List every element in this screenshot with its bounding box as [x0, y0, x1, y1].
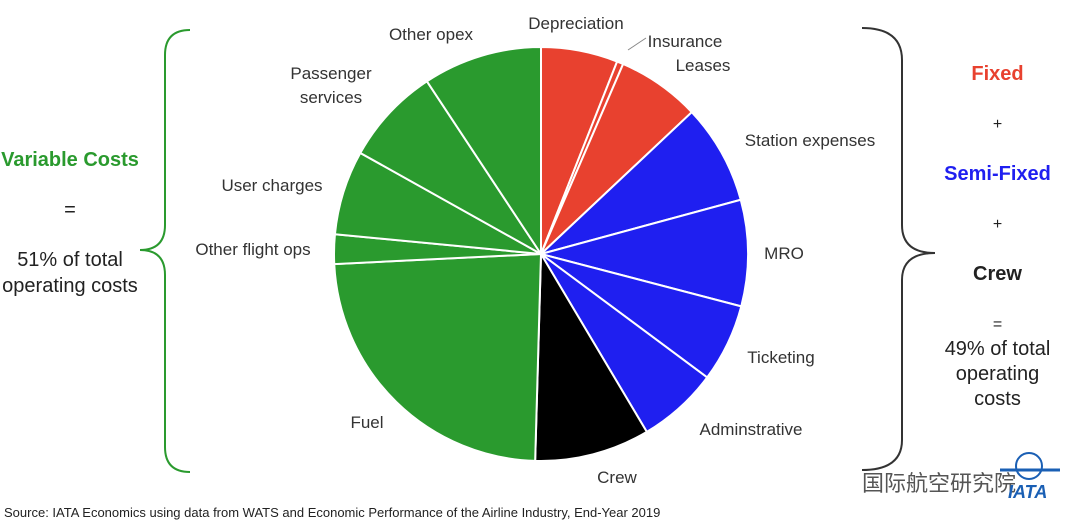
semi-fixed: Semi-Fixed — [944, 163, 1051, 185]
share-text: 49% of total operating costs — [944, 338, 1051, 410]
slice-label: Ticketing — [747, 348, 815, 367]
left-note: Variable Costs = 51% of total operating … — [0, 147, 140, 299]
slice-label: Adminstrative — [699, 420, 803, 439]
plus: + — [992, 116, 1003, 133]
slice-label: Insurance — [647, 32, 723, 51]
right-brace — [861, 27, 936, 471]
source: Source: IATA Economics using data from W… — [4, 505, 661, 520]
slice-label: Other opex — [388, 25, 474, 44]
logo-globe — [1000, 452, 1060, 480]
pie-slice — [425, 45, 542, 258]
crew: Crew — [973, 263, 1022, 285]
leader-line — [627, 37, 647, 51]
left-brace — [139, 29, 191, 473]
logo: IATA — [1008, 482, 1048, 502]
slice-label: Fuel — [350, 413, 384, 432]
pie-slice — [333, 252, 543, 462]
slice-label: MRO — [764, 244, 804, 263]
right-note: Fixed + Semi-Fixed + Crew = 49% of total… — [930, 62, 1065, 412]
slice-label: Station expenses — [744, 131, 876, 150]
equals: = — [992, 316, 1003, 333]
plus: + — [992, 216, 1003, 233]
slice-label: Crew — [597, 468, 637, 487]
fixed: Fixed — [971, 63, 1024, 85]
watermark: 国际航空研究院 — [862, 471, 1017, 496]
share-text: 51% of total operating costs — [2, 249, 138, 297]
slice-label: Other flight ops — [195, 240, 311, 259]
slice-label: Depreciation — [528, 14, 624, 33]
pie-slice — [537, 198, 749, 308]
slice-label: User charges — [221, 176, 323, 195]
pie-slice — [534, 250, 649, 462]
pie-slice — [358, 79, 542, 255]
slice-label: Passenger services — [290, 64, 372, 107]
variable-costs: Variable Costs — [1, 149, 139, 171]
pie-slice — [540, 110, 742, 255]
slice-label: Leases — [675, 56, 731, 75]
equals: = — [64, 199, 76, 221]
